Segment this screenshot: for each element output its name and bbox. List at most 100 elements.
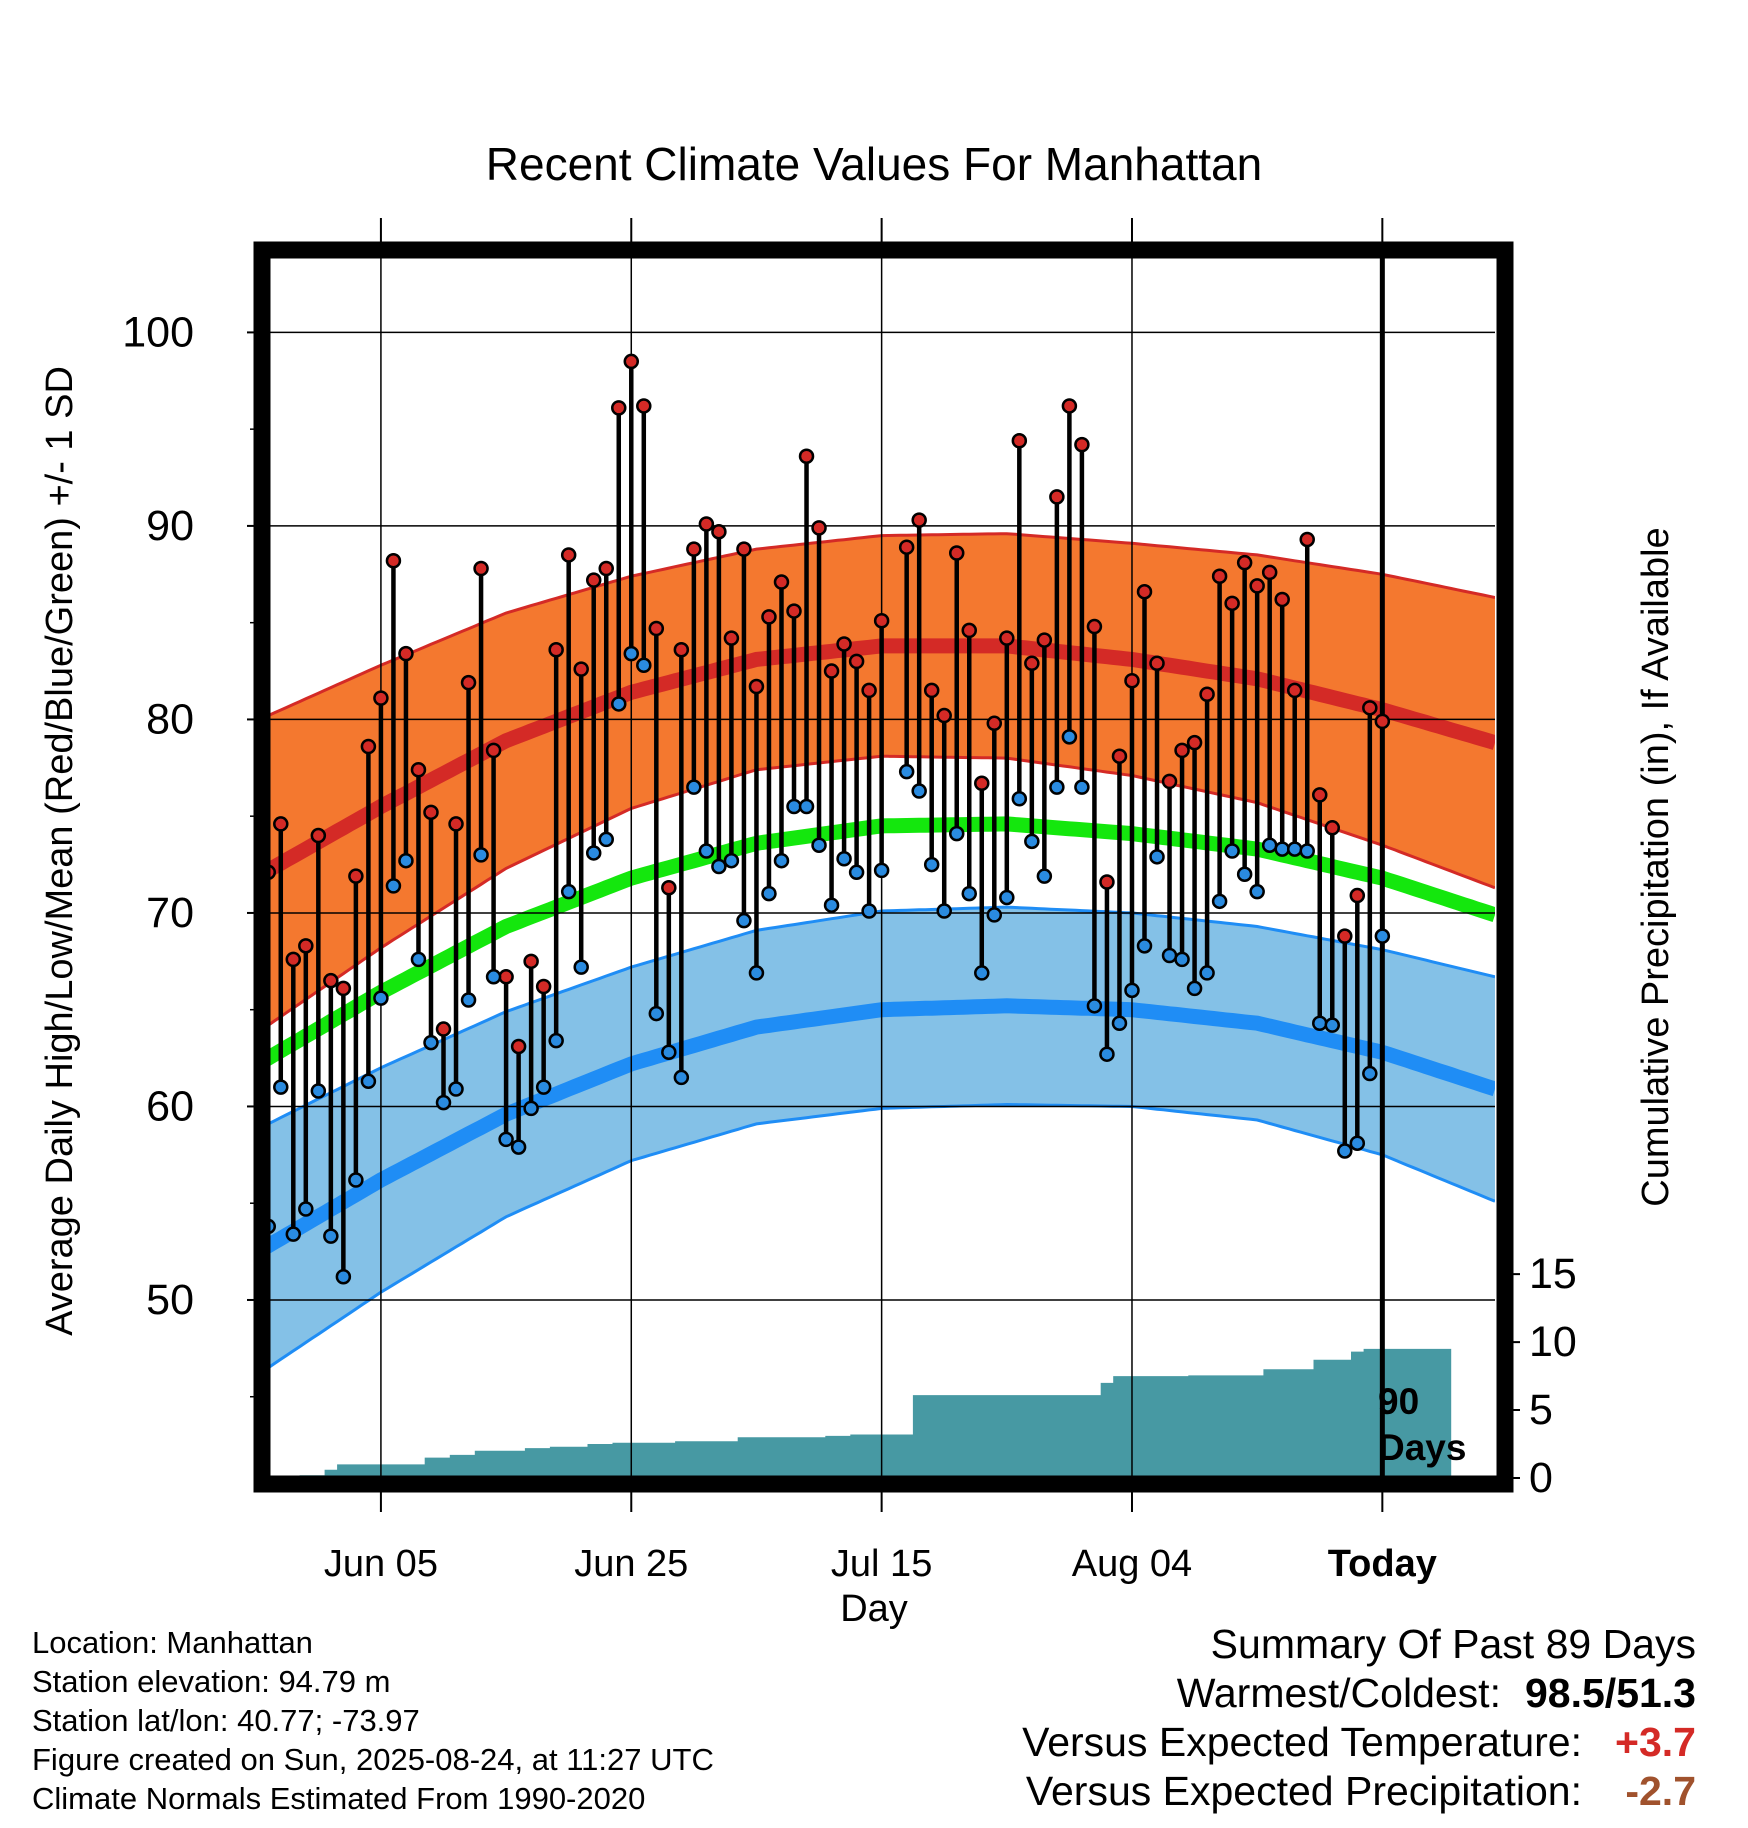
observed-high-point bbox=[711, 523, 727, 540]
observed-low-point bbox=[560, 883, 577, 900]
y-axis-label: Average Daily High/Low/Mean (Red/Blue/Gr… bbox=[39, 366, 81, 1336]
observed-high-point bbox=[1111, 748, 1128, 764]
observed-low-point bbox=[1286, 841, 1303, 857]
observed-high-point bbox=[1186, 734, 1203, 751]
observed-low-point bbox=[1236, 866, 1253, 882]
observed-low-point bbox=[1011, 791, 1028, 807]
y2-tick-label: 5 bbox=[1529, 1386, 1553, 1434]
observed-high-point bbox=[786, 603, 802, 619]
observed-low-point bbox=[611, 696, 627, 712]
observed-low-point bbox=[1049, 779, 1065, 795]
normal-low-mean-line bbox=[262, 998, 1495, 1254]
observed-high-point bbox=[1086, 618, 1103, 635]
observed-high-point bbox=[1236, 554, 1253, 571]
observed-low-point bbox=[360, 1073, 377, 1090]
observed-high-point bbox=[435, 1021, 452, 1037]
y2-tick-label: 10 bbox=[1529, 1318, 1577, 1366]
observed-low-point bbox=[285, 1226, 302, 1242]
observed-low-point bbox=[585, 845, 602, 861]
observed-high-point bbox=[686, 541, 702, 557]
observed-low-point bbox=[848, 864, 865, 881]
observed-low-point bbox=[310, 1083, 327, 1099]
observed-low-point bbox=[1061, 729, 1078, 745]
observed-low-point bbox=[298, 1201, 314, 1217]
observed-low-point bbox=[398, 852, 414, 869]
observed-low-point bbox=[1136, 938, 1153, 954]
observed-high-point bbox=[1136, 583, 1153, 600]
observed-high-point bbox=[1061, 398, 1078, 414]
observed-high-point bbox=[1211, 568, 1228, 584]
observed-low-point bbox=[1349, 1135, 1366, 1151]
observed-low-point bbox=[1324, 1017, 1341, 1033]
observed-high-point bbox=[385, 553, 402, 569]
observed-low-point bbox=[1036, 868, 1053, 884]
observed-low-point bbox=[1174, 951, 1190, 968]
x-tick-label: Aug 04 bbox=[1072, 1543, 1192, 1585]
y-tick-label: 100 bbox=[122, 308, 194, 356]
warm-cold-label: Warmest/Coldest: bbox=[1176, 1670, 1501, 1716]
warm-cold-separator: / bbox=[1604, 1670, 1617, 1716]
summary-panel: Summary Of Past 89 Days Warmest/Coldest:… bbox=[1022, 1620, 1696, 1816]
observed-low-point bbox=[823, 897, 840, 913]
x-tick-label: Today bbox=[1328, 1543, 1437, 1585]
observed-high-point bbox=[661, 880, 677, 896]
observed-high-point bbox=[285, 951, 302, 968]
observed-high-point bbox=[836, 636, 852, 652]
observed-high-point bbox=[1337, 928, 1353, 944]
observed-high-point bbox=[1362, 700, 1378, 716]
observed-low-point bbox=[348, 1172, 364, 1188]
observed-high-point bbox=[510, 1038, 527, 1055]
observed-low-point bbox=[623, 645, 640, 662]
observed-high-point bbox=[1149, 655, 1165, 672]
temp-departure-row: Versus Expected Temperature: +3.7 bbox=[1022, 1718, 1696, 1767]
observed-low-point bbox=[1374, 928, 1391, 944]
observed-low-point bbox=[1111, 1015, 1128, 1031]
observed-low-point bbox=[773, 852, 790, 869]
observed-high-point bbox=[485, 742, 502, 759]
observed-high-point bbox=[1174, 742, 1190, 759]
observed-high-point bbox=[974, 775, 990, 792]
observed-low-point bbox=[723, 852, 740, 869]
x-tick-label: Jul 15 bbox=[831, 1543, 932, 1585]
observed-high-point bbox=[448, 816, 464, 832]
y-tick-label: 90 bbox=[146, 502, 194, 550]
observed-high-point bbox=[298, 938, 314, 954]
observed-high-point bbox=[498, 969, 514, 985]
observed-low-point bbox=[1299, 843, 1315, 859]
observed-high-point bbox=[560, 547, 577, 563]
observed-low-point bbox=[1074, 779, 1090, 795]
observed-high-point bbox=[1249, 578, 1265, 594]
observed-low-point bbox=[836, 851, 852, 867]
observed-low-point bbox=[761, 885, 777, 902]
observed-low-point bbox=[1211, 893, 1228, 910]
observed-high-point bbox=[585, 572, 602, 588]
observed-high-point bbox=[1011, 433, 1028, 449]
observed-high-point bbox=[1261, 564, 1278, 581]
y2-tick-label: 15 bbox=[1529, 1250, 1577, 1298]
observed-high-point bbox=[1349, 887, 1366, 904]
location-text: Location: Manhattan bbox=[32, 1625, 313, 1660]
x-axis-label: Day bbox=[840, 1588, 908, 1630]
elevation-text: Station elevation: 94.79 m bbox=[32, 1664, 391, 1699]
observed-high-point bbox=[898, 539, 915, 555]
observed-high-point bbox=[1274, 591, 1290, 608]
precip-departure-value: -2.7 bbox=[1625, 1768, 1696, 1814]
normal-high-band-upper-edge bbox=[262, 532, 1495, 718]
observed-low-point bbox=[598, 831, 614, 848]
observed-high-point bbox=[348, 868, 364, 884]
observed-high-point bbox=[1074, 436, 1090, 453]
observed-high-point bbox=[923, 682, 940, 699]
precip-departure-label: Versus Expected Precipitation: bbox=[1025, 1768, 1582, 1814]
observed-low-point bbox=[636, 657, 652, 673]
observed-low-point bbox=[335, 1268, 352, 1285]
observed-high-point bbox=[1312, 787, 1328, 803]
observed-high-point bbox=[698, 516, 715, 532]
observed-high-point bbox=[1199, 686, 1215, 703]
y-tick-label: 80 bbox=[146, 695, 194, 743]
cumulative-precip-area bbox=[262, 1348, 1452, 1478]
observed-low-point bbox=[1224, 843, 1240, 859]
observed-low-point bbox=[435, 1094, 452, 1111]
observed-high-point bbox=[535, 978, 552, 995]
plot-frame bbox=[253, 241, 1514, 1493]
normal-low-band-upper-edge bbox=[262, 905, 1495, 1126]
